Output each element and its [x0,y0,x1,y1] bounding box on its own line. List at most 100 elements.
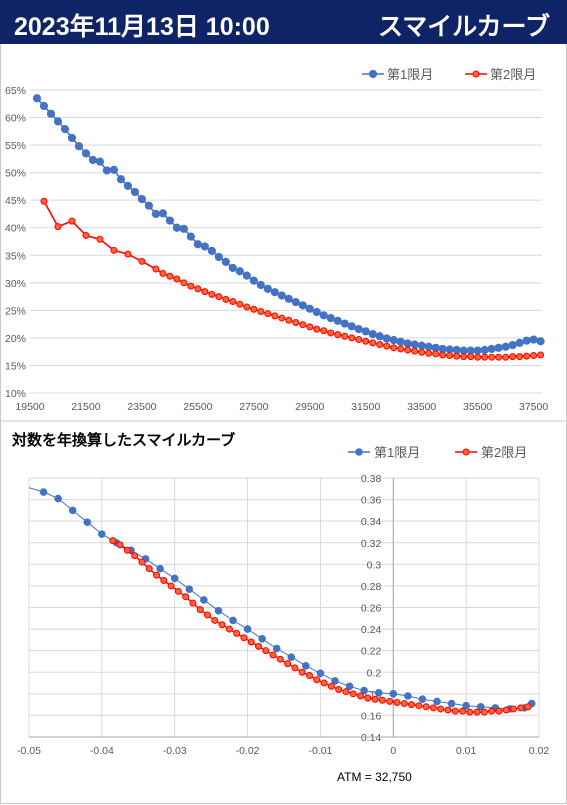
series-2-point [327,329,335,337]
y-tick-label: 0.36 [361,495,382,507]
series-2-point [473,708,481,716]
series-2-point [292,318,300,326]
series-2-point [204,611,211,619]
legend-marker [472,70,480,78]
series-2-point [397,345,405,353]
series-1-point [340,319,349,328]
series-2-point [145,565,153,573]
series-2-point [187,282,195,290]
series-2-point [437,705,445,713]
series-2-point [334,331,342,339]
series-2-point [68,217,76,225]
series-2-point [355,336,363,344]
y-tick-label: 65% [5,85,26,97]
series-1-point [326,313,335,323]
series-2-point [208,290,216,298]
series-2-point [444,706,452,714]
series-2-point [502,353,510,361]
series-1-point [123,181,133,190]
y-tick-label: 0.34 [361,516,382,528]
series-1-point [229,616,237,625]
series-1-point [312,307,321,317]
x-tick-label: 0.01 [456,745,477,757]
series-2-point [306,323,314,331]
y-tick-label: 35% [5,250,26,262]
series-2-point [201,288,209,296]
atm-annotation: ATM = 32,750 [337,770,412,784]
series-2-point [481,353,489,361]
series-2-point [109,537,117,545]
y-tick-label: 45% [5,195,26,207]
series-2-point [393,698,401,706]
series-2-point [174,587,182,595]
series-2-point [182,593,190,601]
series-1-point [291,298,300,307]
x-tick-label: 0 [390,745,396,757]
series-1-point [243,625,252,633]
series-1-point [32,94,42,103]
y-tick-label: 50% [5,168,26,180]
y-tick-label: 0.28 [361,581,382,593]
series-2-point [404,346,412,354]
series-2-point [439,351,447,359]
series-2-point [383,342,391,350]
x-tick-label: 19500 [15,401,44,413]
series-2-point [453,352,461,360]
series-2-line [112,539,529,713]
series-1-point [418,695,427,704]
series-2-point [537,351,545,359]
series-2-point [264,310,272,318]
series-2-point [247,638,255,646]
series-2-point [40,197,48,205]
series-2-point [362,337,370,345]
series-1-point [186,232,195,241]
series-2-point [123,546,131,554]
series-2-point [306,671,313,679]
x-tick-label: -0.02 [236,745,260,757]
series-1-point [287,653,296,661]
series-1-point [462,701,470,710]
series-1-point [316,669,325,678]
header-datetime: 2023年11月13日 10:00 [14,13,270,41]
series-1-point [228,263,237,273]
series-1-point [214,252,223,262]
series-2-point [313,676,321,684]
series-1-point [476,702,485,711]
series-2-point [451,707,459,715]
series-1-point [302,661,310,670]
series-1-point [74,142,84,151]
series-2-point [495,707,503,715]
series-1-point [263,284,272,293]
legend-label: 第2限月 [481,445,527,460]
x-tick-label: 33500 [407,401,436,413]
series-2-point [459,707,466,715]
series-2-point [386,697,394,705]
series-2-point [509,353,517,361]
series-2-point [488,353,496,361]
series-1-point [333,316,342,325]
y-tick-label: 60% [5,113,26,125]
legend-label: 第1限月 [387,67,433,82]
header-banner: 2023年11月13日 10:00 スマイルカーブ [0,0,567,44]
series-1-point [158,209,167,218]
series-2-point [516,353,524,361]
series-1-point [360,686,368,695]
series-2-point [523,352,531,360]
y-tick-label: 10% [5,388,26,400]
series-2-point [371,695,379,703]
x-tick-label: -0.04 [90,745,114,757]
series-2-point [131,552,139,560]
series-1-point [258,634,266,643]
series-1-point [221,257,230,266]
series-2-point [524,703,532,711]
series-2-point [255,642,262,650]
series-1-point [95,157,105,166]
legend-label: 第2限月 [490,67,536,82]
legend-label: 第1限月 [374,445,420,460]
series-1-point [345,682,354,691]
x-tick-label: 0.02 [529,745,550,757]
x-tick-label: -0.01 [308,745,332,757]
series-2-point [225,625,233,633]
series-1-point [536,337,545,346]
